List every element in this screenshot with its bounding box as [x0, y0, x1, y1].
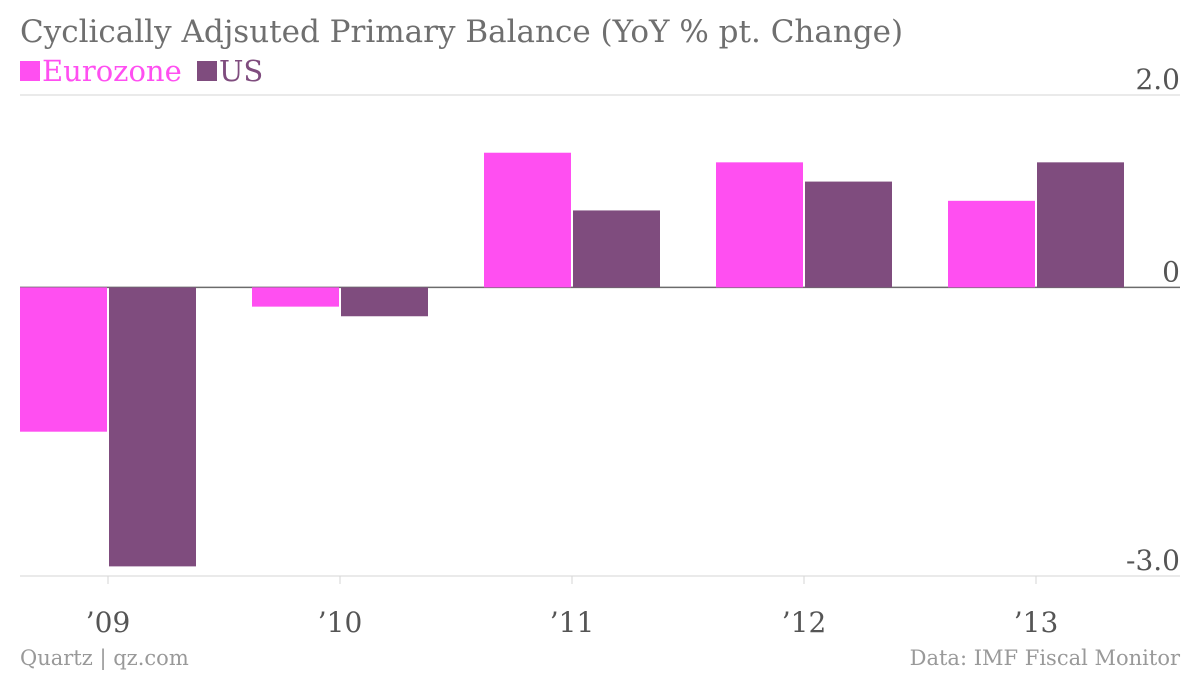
- x-tick-label: ’11: [550, 606, 595, 639]
- legend: Eurozone US: [20, 54, 269, 88]
- footer-credit: Quartz | qz.com: [20, 646, 189, 670]
- x-tick-label: ’09: [86, 606, 131, 639]
- legend-label-eurozone: Eurozone: [42, 54, 182, 88]
- bar-eurozone-2: [484, 152, 571, 288]
- x-tick-label: ’13: [1014, 606, 1059, 639]
- y-tick-label: 2.0: [1135, 63, 1180, 96]
- bar-eurozone-1: [252, 287, 339, 307]
- bar-us-2: [573, 210, 660, 288]
- legend-item-eurozone: Eurozone: [20, 54, 182, 88]
- bar-us-4: [1037, 162, 1124, 288]
- legend-swatch-us: [196, 61, 217, 81]
- bar-us-3: [805, 181, 892, 288]
- legend-swatch-eurozone: [20, 61, 40, 81]
- bar-us-1: [341, 287, 428, 317]
- x-tick-label: ’12: [782, 606, 827, 639]
- bar-eurozone-4: [948, 200, 1035, 288]
- footer-source: Data: IMF Fiscal Monitor: [909, 646, 1180, 670]
- chart-title: Cyclically Adjsuted Primary Balance (YoY…: [20, 14, 904, 50]
- legend-label-us: US: [218, 54, 264, 88]
- bar-eurozone-3: [716, 162, 803, 288]
- legend-item-us: US: [196, 54, 264, 88]
- bar-eurozone-0: [20, 287, 107, 432]
- x-tick-label: ’10: [318, 606, 363, 639]
- y-tick-label: -3.0: [1126, 544, 1180, 577]
- bar-us-0: [109, 287, 196, 567]
- y-tick-label: 0: [1162, 255, 1180, 288]
